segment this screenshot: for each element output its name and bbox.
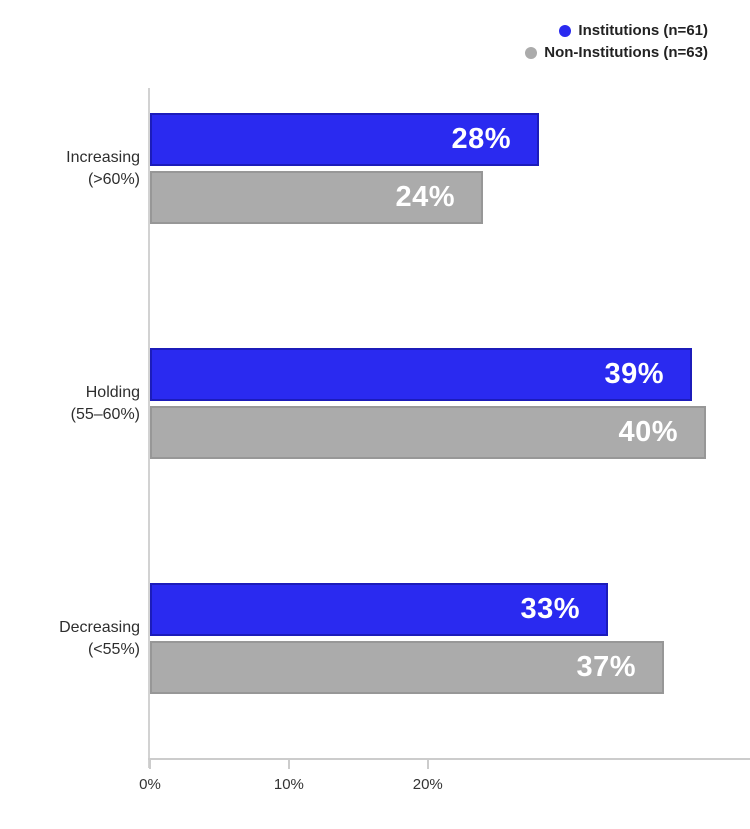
x-tick-label: 0% [139,776,161,793]
legend: Institutions (n=61) Non-Institutions (n=6… [525,21,708,63]
category-label: Increasing (>60%) [8,147,140,191]
x-tick-mark [426,758,429,769]
category-label-line2: (55–60%) [70,405,140,423]
non_institutions-legend-dot-icon [525,47,538,59]
institutions-legend-dot-icon [559,25,572,37]
category-label-line1: Holding [85,383,140,401]
x-axis-line [148,758,750,760]
bar-institutions: 39% [150,348,692,401]
x-tick-mark [149,758,151,769]
bar-non_institutions: 37% [150,641,664,694]
category-label-line1: Increasing [66,148,140,166]
legend-item-label: Non-Institutions (n=63) [544,44,708,61]
x-tick-label: 10% [273,776,304,793]
x-tick-mark [287,758,290,769]
bar-institutions: 33% [150,583,608,636]
legend-item-label: Institutions (n=61) [578,22,708,39]
category-label-line2: (<55%) [87,640,140,658]
legend-item: Non-Institutions (n=63) [525,43,708,63]
bar-non_institutions: 24% [150,171,483,224]
bar-value-label: 28% [451,123,511,155]
bar-value-label: 37% [576,651,636,683]
x-tick-label: 20% [412,776,443,793]
category-label-line1: Decreasing [59,618,140,636]
bar-value-label: 39% [604,358,664,390]
category-label: Decreasing (<55%) [8,617,140,661]
bar-value-label: 40% [618,416,678,448]
category-label-line2: (>60%) [87,170,140,188]
legend-item: Institutions (n=61) [559,21,708,41]
y-axis-line [148,88,150,768]
bar-value-label: 24% [395,181,455,213]
category-label: Holding (55–60%) [8,382,140,426]
bar-non_institutions: 40% [150,406,706,459]
bar-institutions: 28% [150,113,539,166]
bar-value-label: 33% [520,593,580,625]
